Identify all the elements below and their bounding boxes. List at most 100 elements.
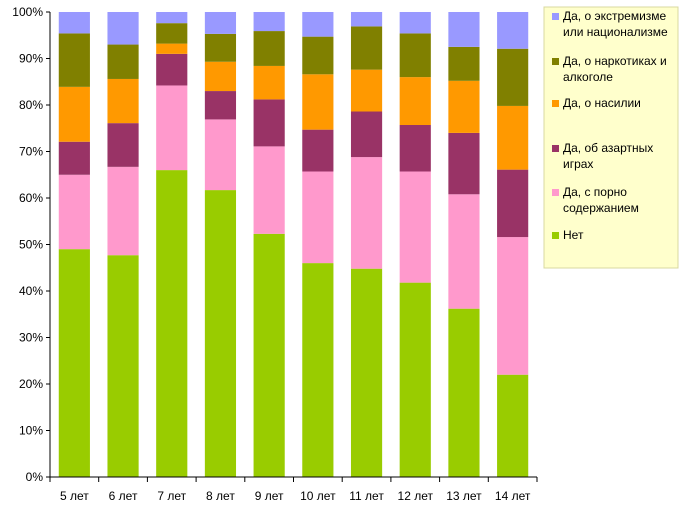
bar-segment <box>253 12 285 32</box>
bars-group <box>58 12 529 477</box>
x-axis: 5 лет 6 лет 7 лет 8 лет 9 лет 10 лет 11 лет 12 … <box>49 476 538 503</box>
bar-segment <box>399 33 431 78</box>
bar-segment <box>107 12 139 45</box>
bar-segment <box>350 69 383 112</box>
y-tick-label: 20% <box>19 377 43 391</box>
legend-swatch <box>552 145 559 152</box>
bar-segment <box>58 141 90 175</box>
bar-segment <box>497 169 529 238</box>
bar-segment <box>302 171 334 264</box>
x-tick-label: 12 лет <box>398 489 434 503</box>
bar-segment <box>497 48 529 106</box>
bar-segment <box>497 237 529 375</box>
bar-segment <box>399 12 431 34</box>
y-tick-label: 100% <box>12 5 43 19</box>
bar-segment <box>58 33 90 87</box>
bar-segment <box>302 129 334 172</box>
legend-swatch <box>552 189 559 196</box>
bar-segment <box>58 86 90 142</box>
legend: Да, о экстремизме или национализме Да, о н… <box>543 6 679 269</box>
y-tick-label: 90% <box>19 52 43 66</box>
y-axis: 0% 10% 20% 30% 40% 50% 60% 70% 80% 90% 100% <box>12 5 51 484</box>
x-tick-label: 13 лет <box>446 489 482 503</box>
bar-segment <box>497 12 529 49</box>
bar-segment <box>448 46 480 81</box>
bar-segment <box>156 53 188 86</box>
bar-segment <box>302 36 334 75</box>
bar-segment <box>204 91 237 120</box>
bar-segment <box>350 12 383 27</box>
bar-segment <box>399 171 431 283</box>
bar-segment <box>58 249 90 477</box>
bar-segment <box>107 255 139 477</box>
x-tick-label: 10 лет <box>300 489 336 503</box>
bar-segment <box>107 44 139 79</box>
legend-label: Да, об азартных <box>563 141 653 155</box>
bar-segment <box>204 190 237 477</box>
y-tick-label: 50% <box>19 238 43 252</box>
y-tick-label: 60% <box>19 191 43 205</box>
legend-label: Да, о экстремизме <box>563 9 667 23</box>
bar-segment <box>448 308 480 477</box>
bar-segment <box>448 132 480 195</box>
bar-segment <box>58 12 90 34</box>
bar-segment <box>58 174 90 250</box>
legend-label: Да, о наркотиках и <box>563 54 667 68</box>
bar-segment <box>350 111 383 158</box>
y-tick-label: 70% <box>19 145 43 159</box>
bar-segment <box>399 77 431 125</box>
x-tick-label: 14 лет <box>495 489 531 503</box>
y-tick-label: 10% <box>19 424 43 438</box>
x-tick-label: 6 лет <box>109 489 138 503</box>
x-tick-label: 11 лет <box>349 489 384 503</box>
y-tick-label: 80% <box>19 98 43 112</box>
y-tick-label: 40% <box>19 284 43 298</box>
y-tick-label: 0% <box>26 470 44 484</box>
bar-segment <box>350 26 383 70</box>
legend-label: Нет <box>563 228 584 242</box>
legend-label: Да, о насилии <box>563 96 641 110</box>
x-tick-label: 5 лет <box>60 489 89 503</box>
bar-segment <box>253 65 285 100</box>
legend-swatch <box>552 13 559 20</box>
bar-segment <box>448 80 480 133</box>
bar-segment <box>399 282 431 477</box>
bar-segment <box>253 146 285 234</box>
bar-segment <box>204 119 237 191</box>
x-tick-label: 8 лет <box>206 489 235 503</box>
bar-segment <box>497 374 529 477</box>
y-tick-label: 30% <box>19 331 43 345</box>
bar-segment <box>399 124 431 172</box>
bar-segment <box>107 166 139 256</box>
legend-swatch <box>552 232 559 239</box>
bar-segment <box>350 157 383 269</box>
legend-label-line2: алкоголе <box>563 70 613 84</box>
bar-segment <box>156 23 188 44</box>
bar-segment <box>253 31 285 66</box>
legend-label-line2: или национализме <box>563 25 668 39</box>
bar-segment <box>302 74 334 130</box>
bar-segment <box>156 43 188 54</box>
bar-segment <box>253 233 285 477</box>
bar-segment <box>497 105 529 170</box>
bar-segment <box>253 99 285 147</box>
bar-segment <box>156 12 188 24</box>
bar-segment <box>204 12 237 34</box>
bar-segment <box>107 78 139 124</box>
legend-swatch <box>552 100 559 107</box>
x-tick-label: 9 лет <box>255 489 284 503</box>
legend-box <box>543 6 679 269</box>
bar-segment <box>302 12 334 37</box>
bar-segment <box>156 85 188 171</box>
legend-swatch <box>552 58 559 65</box>
bar-segment <box>350 268 383 477</box>
bar-segment <box>107 123 139 167</box>
x-tick-label: 7 лет <box>157 489 186 503</box>
bar-segment <box>156 170 188 477</box>
bar-segment <box>204 33 237 62</box>
bar-segment <box>204 61 237 92</box>
bar-segment <box>448 12 480 47</box>
bar-segment <box>448 194 480 309</box>
